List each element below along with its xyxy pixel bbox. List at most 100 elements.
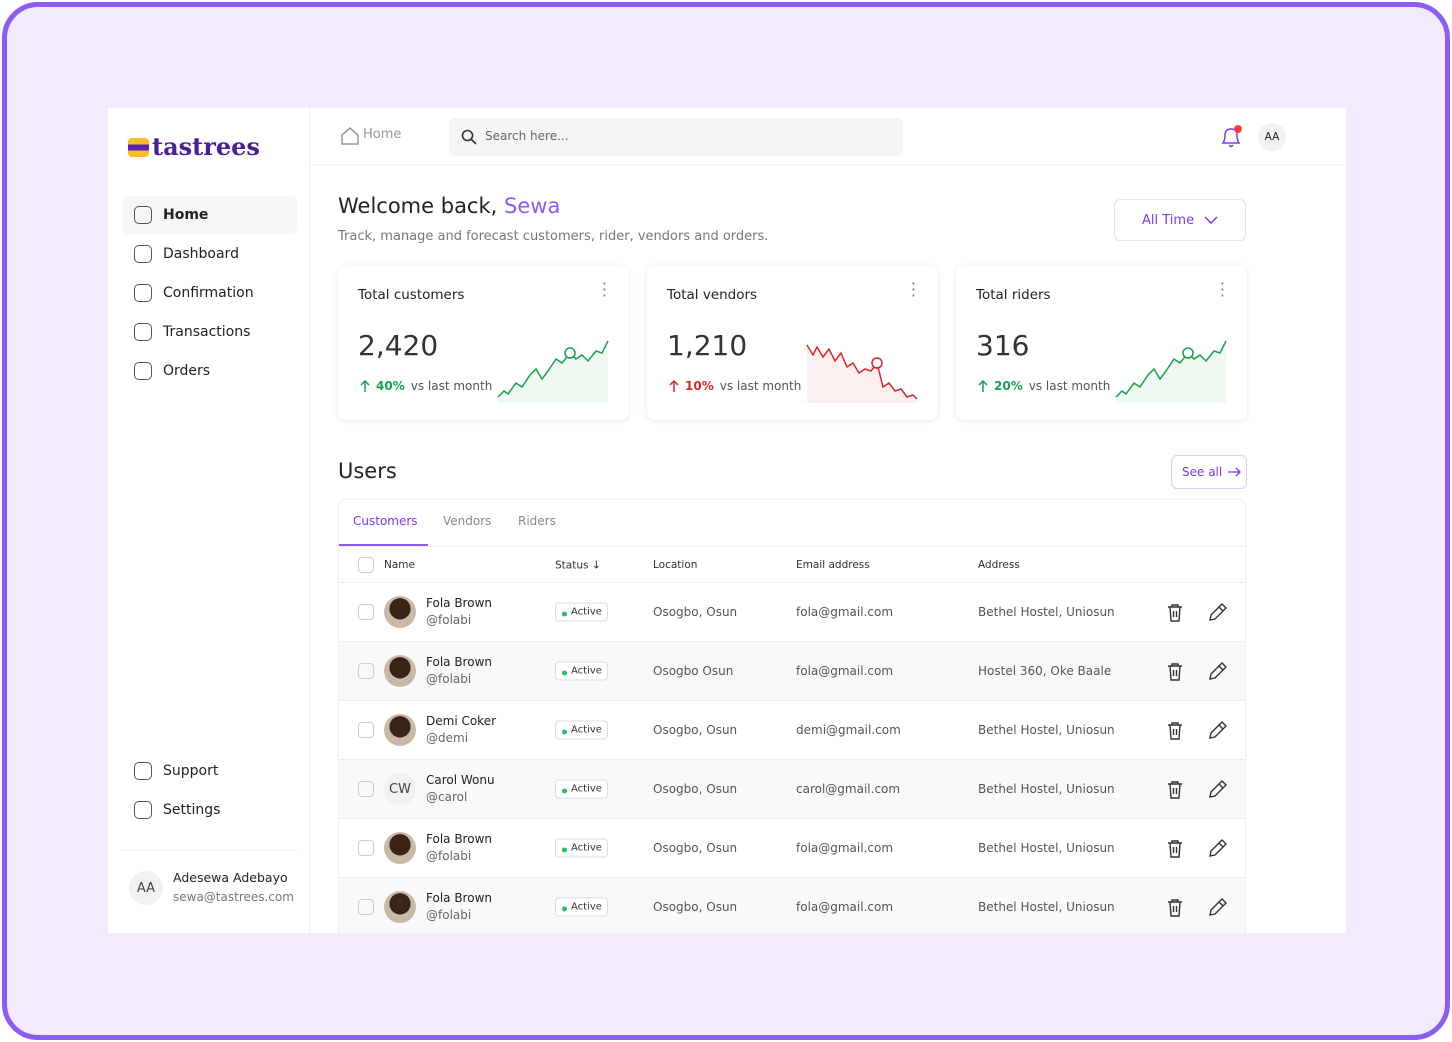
nav-icon <box>134 206 152 224</box>
nav-label: Transactions <box>163 324 251 340</box>
user-name: Fola Brown <box>426 832 492 846</box>
status-badge: Active <box>555 661 608 681</box>
stat-card: Total riders · · · 316 20% vs last month <box>956 265 1247 420</box>
location: Osogbo, Osun <box>653 782 738 796</box>
user-email: sewa@tastrees.com <box>173 890 294 904</box>
nav-icon <box>134 323 152 341</box>
avatar <box>384 832 416 864</box>
see-all-label: See all <box>1182 465 1223 479</box>
nav-label: Confirmation <box>163 285 254 301</box>
status-badge: Active <box>555 838 608 858</box>
nav-item[interactable]: Dashboard <box>122 235 297 273</box>
row-actions[interactable] <box>1166 839 1236 859</box>
topbar: Home Search here... AA <box>310 108 1346 165</box>
logo-mark <box>128 138 149 157</box>
table-row: CW Carol Wonu @carol Active Osogbo, Osun caro… <box>339 759 1245 818</box>
menu-dots[interactable]: · · · <box>601 274 607 305</box>
table-row: Fola Brown @folabi Active Osogbo, Osun fola@… <box>339 582 1245 641</box>
nav-icon <box>134 762 152 780</box>
checkbox[interactable] <box>358 663 374 679</box>
row-actions[interactable] <box>1166 603 1236 623</box>
status-dot <box>562 788 567 794</box>
checkbox[interactable] <box>358 899 374 915</box>
sparkline <box>497 340 609 403</box>
divider <box>122 850 297 851</box>
row-actions[interactable] <box>1166 898 1236 918</box>
change-note: vs last month <box>1028 379 1111 393</box>
status-dot <box>562 670 567 676</box>
checkbox[interactable] <box>358 722 374 738</box>
user-handle: @folabi <box>426 672 472 686</box>
avatar <box>384 596 416 628</box>
location: Osogbo Osun <box>653 664 734 678</box>
nav-item[interactable]: Confirmation <box>122 274 297 312</box>
table-header: Name Status ↓ Location Email address Address <box>339 546 1245 582</box>
user-name: Demi Coker <box>426 714 497 728</box>
top-avatar[interactable]: AA <box>1258 123 1286 151</box>
see-all[interactable]: See all <box>1171 455 1247 489</box>
avatar <box>384 714 416 746</box>
address: Bethel Hostel, Uniosun <box>978 782 1115 796</box>
user-name: Carol Wonu <box>426 773 495 787</box>
email: fola@gmail.com <box>796 605 894 619</box>
change-pct: 20% <box>994 379 1023 393</box>
column-header: Address <box>978 558 1020 571</box>
email: demi@gmail.com <box>796 723 901 737</box>
stat-value: 316 <box>976 329 1030 362</box>
tab[interactable]: Vendors <box>443 514 492 528</box>
brand: tastrees <box>152 132 260 161</box>
user-name: Fola Brown <box>426 655 492 669</box>
breadcrumb[interactable]: Home <box>363 127 402 142</box>
tab[interactable]: Riders <box>518 514 556 528</box>
nav-label: Settings <box>163 802 221 818</box>
filter-label: All Time <box>1142 212 1195 228</box>
row-actions[interactable] <box>1166 721 1236 741</box>
arrow-up <box>669 380 679 392</box>
menu-dots[interactable]: · · · <box>1219 274 1225 305</box>
user-handle: @carol <box>426 790 468 804</box>
column-header[interactable]: Status ↓ <box>555 558 602 571</box>
column-header: Email address <box>796 558 870 571</box>
location: Osogbo, Osun <box>653 841 738 855</box>
search-box[interactable]: Search here... <box>449 118 903 156</box>
row-actions[interactable] <box>1166 780 1236 800</box>
tab[interactable]: Customers <box>353 514 418 528</box>
chevron <box>1204 216 1218 224</box>
checkbox[interactable] <box>358 781 374 797</box>
nav-item[interactable]: Home <box>122 196 297 234</box>
bell[interactable] <box>1219 124 1243 150</box>
status-label: Active <box>571 783 602 795</box>
table-row: Fola Brown @folabi Active Osogbo Osun fola@g… <box>339 641 1245 700</box>
stat-title: Total customers <box>358 287 465 303</box>
column-header: Name <box>384 558 415 571</box>
status-dot <box>562 906 567 912</box>
stat-value: 2,420 <box>358 329 439 362</box>
avatar <box>384 891 416 923</box>
status-label: Active <box>571 842 602 854</box>
stat-title: Total riders <box>976 287 1051 303</box>
stat-change: 40% vs last month <box>360 379 492 393</box>
status-dot <box>562 729 567 735</box>
checkbox[interactable] <box>358 557 374 573</box>
welcome-name: Sewa <box>504 194 561 218</box>
users-table: Customers Vendors Riders Name Status ↓ Locati… <box>338 499 1246 933</box>
address: Bethel Hostel, Uniosun <box>978 900 1115 914</box>
table-row: Demi Coker @demi Active Osogbo, Osun demi@gm… <box>339 700 1245 759</box>
location: Osogbo, Osun <box>653 900 738 914</box>
status-badge: Active <box>555 602 608 622</box>
change-pct: 40% <box>376 379 405 393</box>
checkbox[interactable] <box>358 840 374 856</box>
checkbox[interactable] <box>358 604 374 620</box>
time-filter[interactable]: All Time <box>1114 199 1246 241</box>
row-actions[interactable] <box>1166 662 1236 682</box>
status-dot <box>562 847 567 853</box>
nav-item[interactable]: Orders <box>122 352 297 390</box>
stat-change: 10% vs last month <box>669 379 801 393</box>
nav-item[interactable]: Support <box>122 752 297 790</box>
nav-item[interactable]: Settings <box>122 791 297 829</box>
email: carol@gmail.com <box>796 782 901 796</box>
app: tastrees AA Adesewa Adebayo sewa@tastree… <box>108 108 1346 933</box>
nav-item[interactable]: Transactions <box>122 313 297 351</box>
menu-dots[interactable]: · · · <box>910 274 916 305</box>
